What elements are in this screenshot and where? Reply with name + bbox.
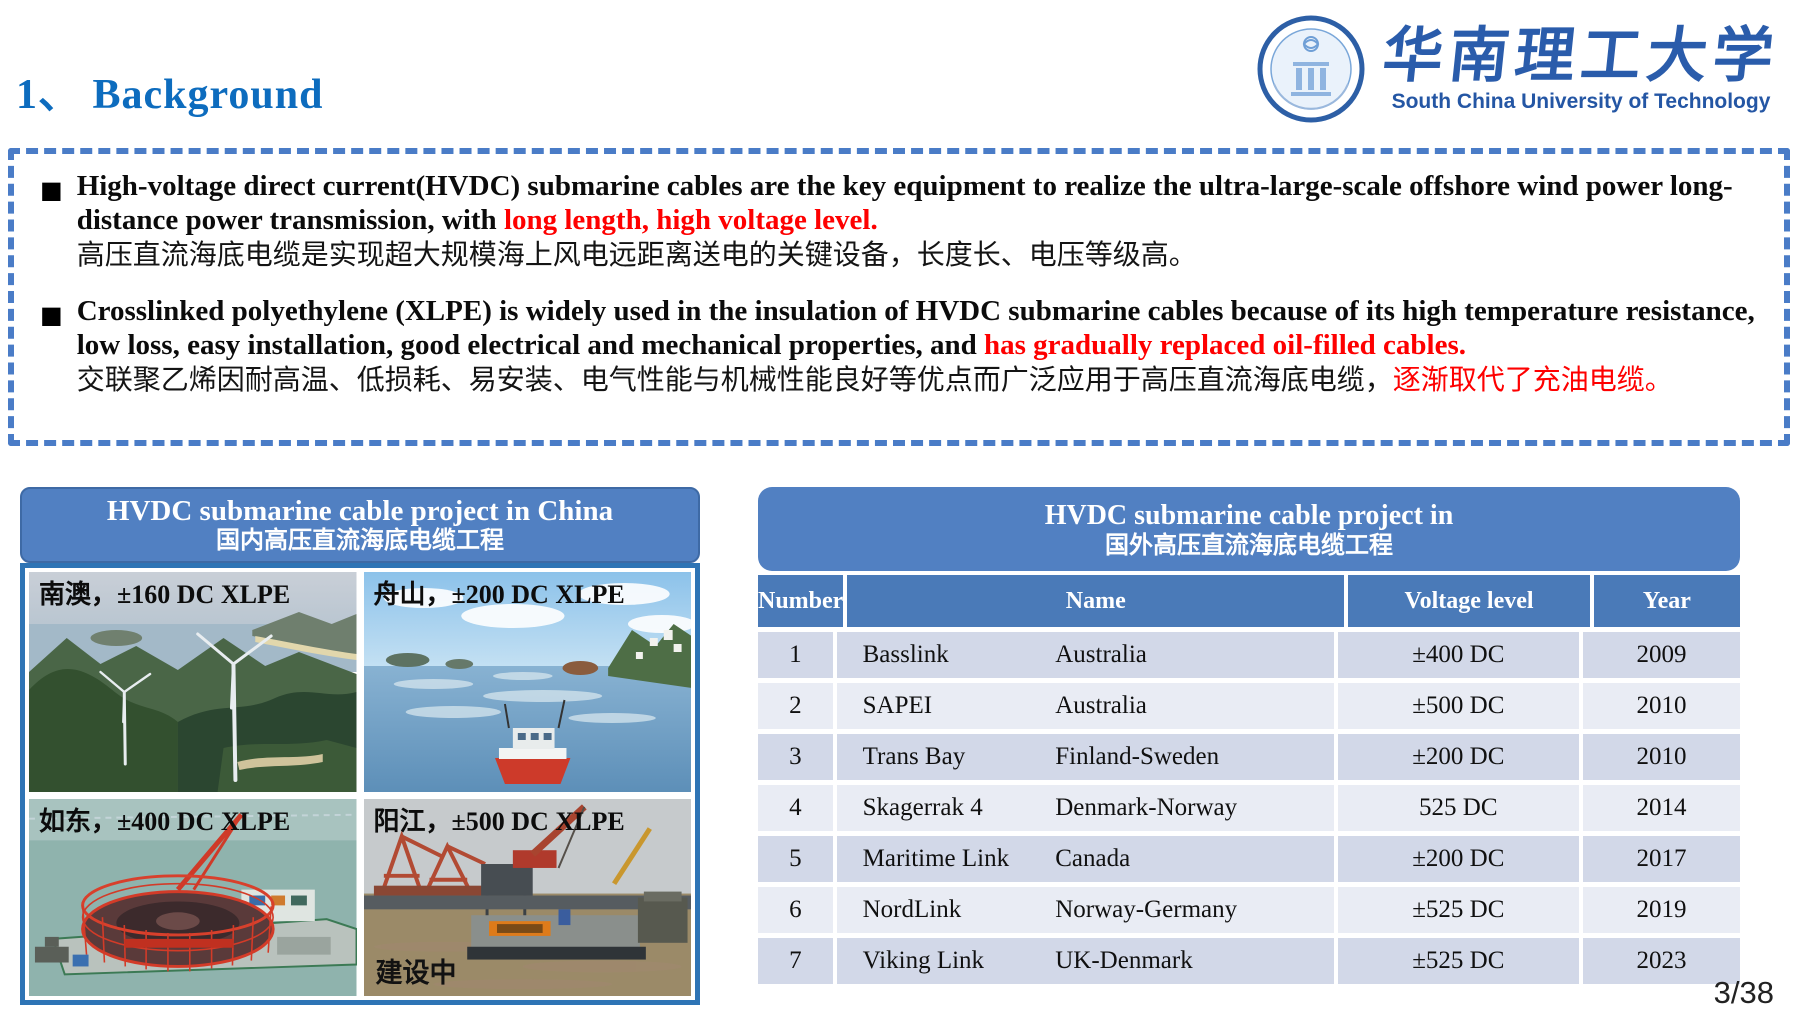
cell-number: 7 [758,938,833,984]
rudong-carousel-image [29,799,357,996]
cell-name: Viking Link UK-Denmark [836,938,1334,984]
bullet-xlpe-insulation: ■ Crosslinked polyethylene (XLPE) is wid… [34,295,1762,398]
bullet-square-icon: ■ [40,301,63,329]
cell-name: NordLink Norway-Germany [836,887,1334,933]
photo-nanao: 南澳，±160 DC XLPE [29,572,357,792]
cell-voltage: ±200 DC [1337,734,1580,780]
table-row: 6 NordLink Norway-Germany ±525 DC 2019 [758,887,1740,933]
cell-year: 2014 [1583,785,1740,831]
cell-year: 2017 [1583,836,1740,882]
photo-label-rudong: 如东，±400 DC XLPE [39,807,291,836]
zhoushan-sea-image [363,572,691,792]
cell-year: 2010 [1583,734,1740,780]
column-header-name: Name [847,575,1345,627]
cell-year: 2010 [1583,683,1740,729]
china-projects-panel: HVDC submarine cable project in China 国内… [20,487,700,1005]
cell-number: 2 [758,683,833,729]
table-row: 5 Maritime Link Canada ±200 DC 2017 [758,836,1740,882]
cell-voltage: 525 DC [1337,785,1580,831]
cell-voltage: ±525 DC [1337,938,1580,984]
cell-name: Skagerrak 4 Denmark-Norway [836,785,1334,831]
university-logo: 华南理工大学 South China University of Technol… [1256,10,1786,128]
university-seal-icon [1257,15,1365,123]
column-header-number: Number [758,575,844,627]
page-title: 1、 Background [16,72,324,118]
cell-voltage: ±400 DC [1337,632,1580,678]
cell-number: 6 [758,887,833,933]
summary-box: ■ High-voltage direct current(HVDC) subm… [8,148,1790,446]
logo-english-name: South China University of Technology [1391,89,1771,113]
yangjiang-harbor-image [363,799,691,996]
table-row: 2 SAPEI Australia ±500 DC 2010 [758,683,1740,729]
photo-label-zhoushan: 舟山，±200 DC XLPE [373,580,625,609]
page-number: 3/38 [1713,975,1774,1010]
cell-year: 2009 [1583,632,1740,678]
logo-chinese-calligraphy: 华南理工大学 [1379,22,1783,89]
cell-year: 2019 [1583,887,1740,933]
bullet2-chinese: 交联聚乙烯因耐高温、低损耗、易安装、电气性能与机械性能良好等优点而广泛应用于高压… [76,364,1673,396]
bullet-square-icon: ■ [40,176,63,204]
abroad-projects-panel: HVDC submarine cable project in 国外高压直流海底… [758,487,1740,989]
abroad-table-title: HVDC submarine cable project in 国外高压直流海底… [758,487,1740,571]
cell-name: Basslink Australia [836,632,1334,678]
cell-voltage: ±200 DC [1337,836,1580,882]
nanao-landscape-image [29,572,357,792]
cell-name: SAPEI Australia [836,683,1334,729]
column-header-voltage: Voltage level [1348,575,1590,627]
table-row: 1 Basslink Australia ±400 DC 2009 [758,632,1740,678]
photo-label-yangjiang: 阳江，±500 DC XLPE [373,807,625,836]
table-row: 3 Trans Bay Finland-Sweden ±200 DC 2010 [758,734,1740,780]
cell-name: Maritime Link Canada [836,836,1334,882]
china-panel-title: HVDC submarine cable project in China 国内… [20,487,700,563]
table-header-row: Number Name Voltage level Year [758,575,1740,627]
cell-voltage: ±500 DC [1337,683,1580,729]
abroad-projects-table: Number Name Voltage level Year 1 Basslin… [758,575,1740,984]
bullet-hvdc-cables: ■ High-voltage direct current(HVDC) subm… [34,170,1762,273]
under-construction-tag: 建设中 [375,958,457,988]
photo-yangjiang: 阳江，±500 DC XLPE 建设中 [363,799,691,996]
cell-number: 3 [758,734,833,780]
bullet2-english: Crosslinked polyethylene (XLPE) is widel… [76,295,1755,361]
table-row: 4 Skagerrak 4 Denmark-Norway 525 DC 2014 [758,785,1740,831]
cell-number: 1 [758,632,833,678]
cell-number: 5 [758,836,833,882]
column-header-year: Year [1593,575,1740,627]
cell-number: 4 [758,785,833,831]
table-row: 7 Viking Link UK-Denmark ±525 DC 2023 [758,938,1740,984]
photo-label-nanao: 南澳，±160 DC XLPE [39,580,291,609]
china-photo-grid: 南澳，±160 DC XLPE [20,563,700,1005]
photo-zhoushan: 舟山，±200 DC XLPE [363,572,691,792]
cell-name: Trans Bay Finland-Sweden [836,734,1334,780]
bullet1-english: High-voltage direct current(HVDC) submar… [76,170,1733,236]
cell-year: 2023 [1583,938,1740,984]
photo-rudong: 如东，±400 DC XLPE [29,799,357,996]
cell-voltage: ±525 DC [1337,887,1580,933]
bullet1-chinese: 高压直流海底电缆是实现超大规模海上风电远距离送电的关键设备，长度长、电压等级高。 [76,239,1197,271]
